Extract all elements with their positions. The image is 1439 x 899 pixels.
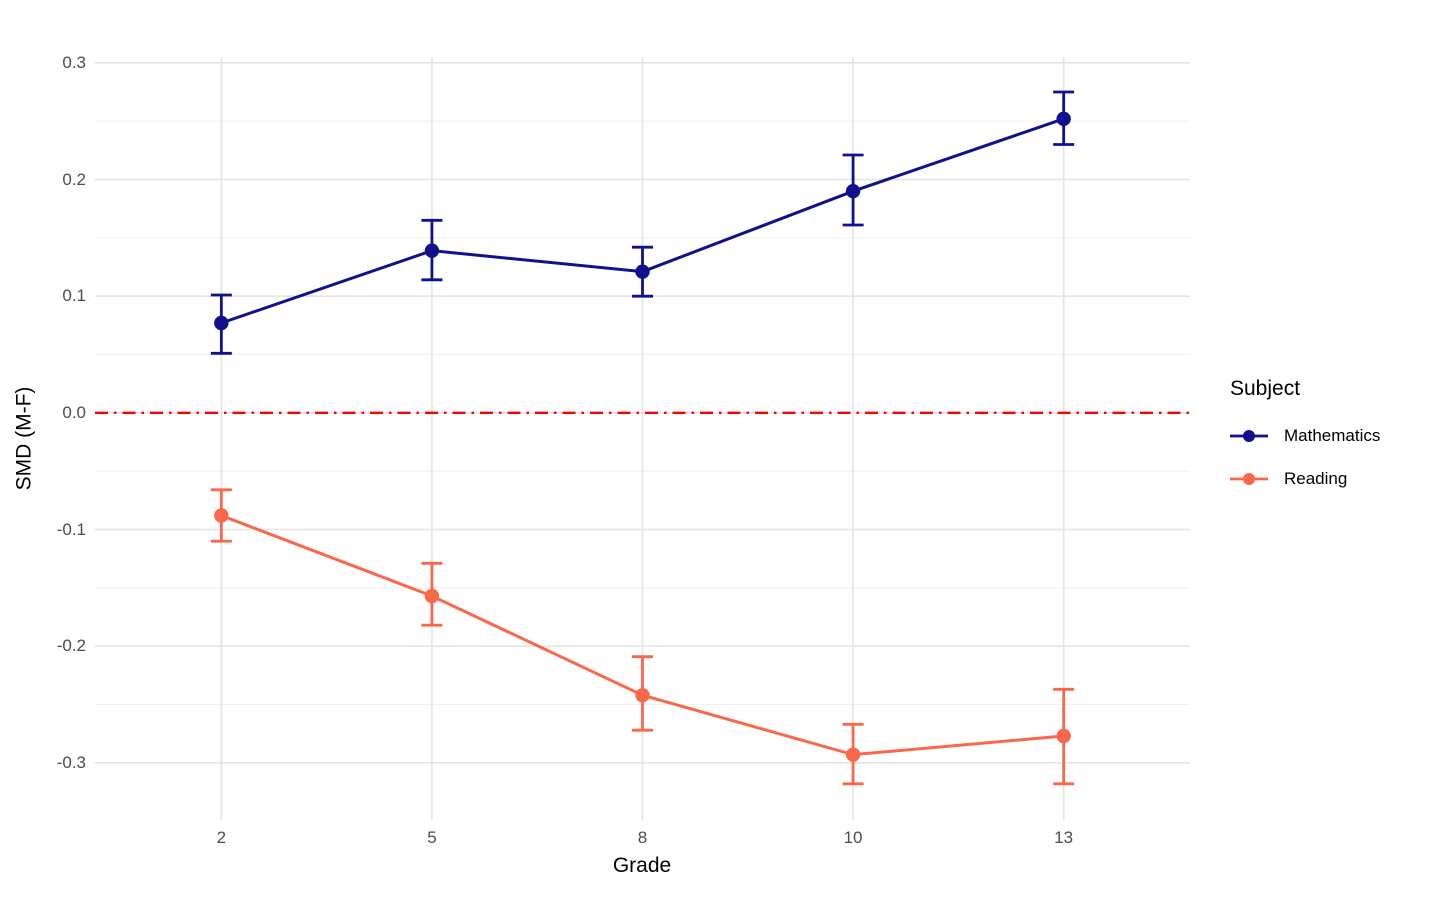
reading-line-marker-icon — [1230, 468, 1268, 490]
legend-label-reading: Reading — [1284, 469, 1348, 488]
data-point — [424, 243, 440, 258]
data-point — [424, 588, 440, 604]
legend-key-glyph — [1230, 473, 1268, 485]
legend-item-mathematics: Mathematics — [1230, 425, 1380, 447]
legend-title: Subject — [1230, 377, 1301, 400]
legend-key-glyph — [1230, 430, 1268, 442]
y-axis-title: SMD (M-F) — [12, 386, 36, 491]
series-mathematics — [210, 90, 1075, 355]
data-point — [845, 747, 861, 762]
data-point — [845, 183, 861, 199]
series-reading — [210, 488, 1075, 786]
data-point — [1056, 728, 1071, 744]
data-point — [1056, 111, 1071, 127]
data-point — [635, 264, 650, 279]
data-point — [214, 508, 229, 523]
mathematics-line-marker-icon — [1230, 425, 1268, 447]
x-axis-title: Grade — [612, 854, 672, 877]
legend-label-mathematics: Mathematics — [1284, 426, 1381, 445]
legend-item-reading: Reading — [1230, 468, 1380, 490]
data-point — [635, 687, 650, 703]
legend: Subject Mathematics Reading — [1230, 377, 1380, 511]
data-point — [214, 315, 229, 331]
